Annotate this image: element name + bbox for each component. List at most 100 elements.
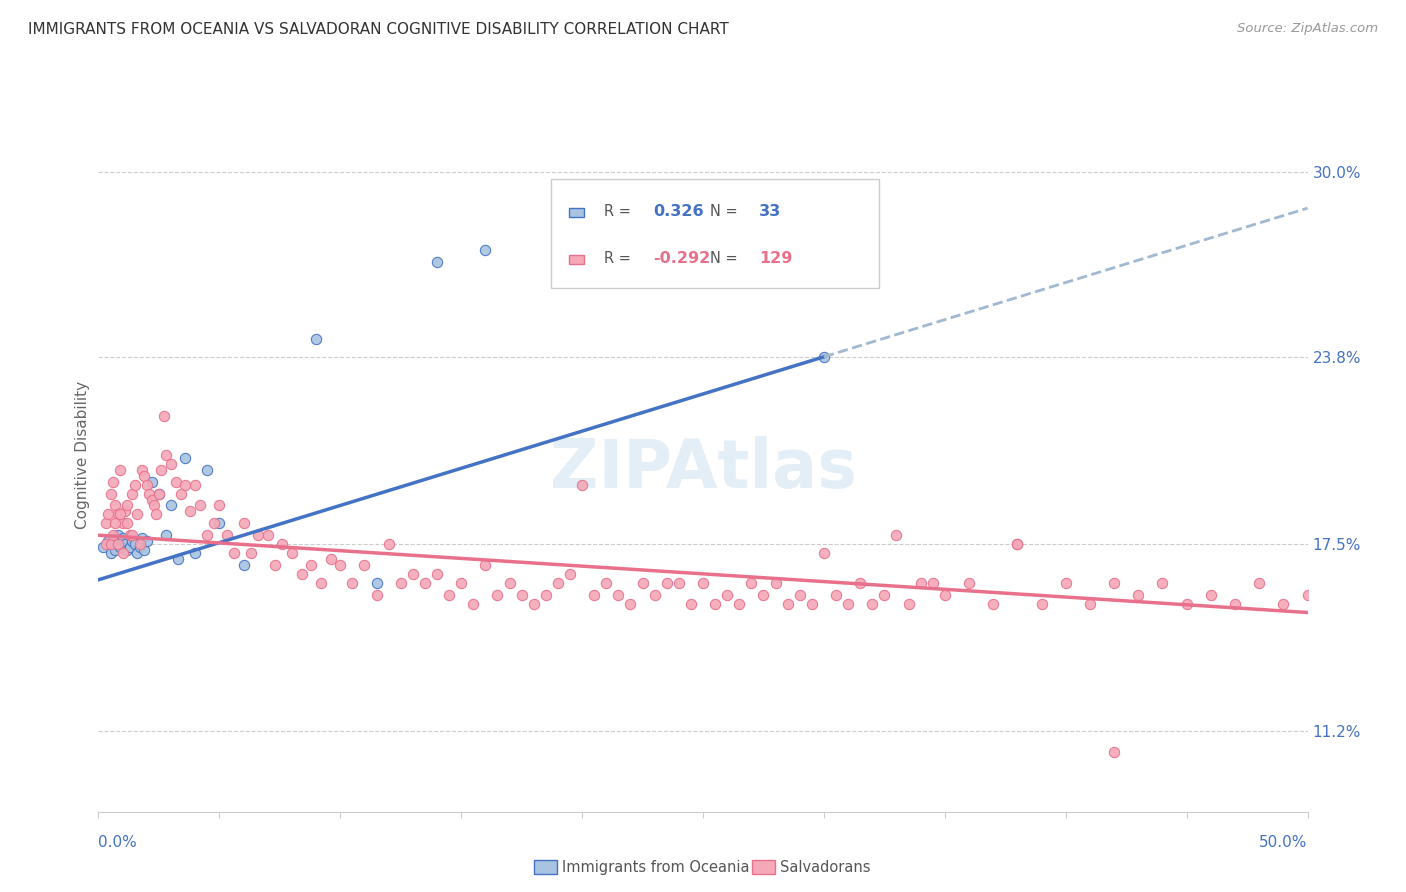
Point bbox=[155, 448, 177, 462]
Point bbox=[111, 531, 134, 545]
Point bbox=[789, 588, 811, 602]
Point bbox=[169, 486, 191, 500]
Point bbox=[426, 566, 449, 581]
Point bbox=[271, 537, 294, 551]
Point bbox=[329, 558, 352, 572]
Text: Source: ZipAtlas.com: Source: ZipAtlas.com bbox=[1237, 22, 1378, 36]
Point bbox=[131, 463, 153, 477]
Point bbox=[111, 516, 134, 531]
Point bbox=[1102, 575, 1125, 590]
Point bbox=[1007, 537, 1029, 551]
Point bbox=[100, 546, 122, 560]
Point bbox=[910, 575, 932, 590]
Point bbox=[160, 457, 183, 471]
Text: 50.0%: 50.0% bbox=[1260, 836, 1308, 850]
Point bbox=[97, 508, 120, 522]
Text: 0.0%: 0.0% bbox=[98, 836, 138, 850]
Text: Salvadorans: Salvadorans bbox=[780, 860, 870, 874]
Text: ZIPAtlas: ZIPAtlas bbox=[550, 436, 856, 502]
Text: IMMIGRANTS FROM OCEANIA VS SALVADORAN COGNITIVE DISABILITY CORRELATION CHART: IMMIGRANTS FROM OCEANIA VS SALVADORAN CO… bbox=[28, 22, 728, 37]
Point bbox=[1199, 588, 1222, 602]
Point bbox=[155, 528, 177, 542]
Point bbox=[131, 531, 153, 545]
Point bbox=[148, 486, 170, 500]
Point bbox=[498, 575, 520, 590]
Point bbox=[1152, 575, 1174, 590]
Point bbox=[299, 558, 322, 572]
Point bbox=[152, 409, 174, 424]
Point bbox=[1272, 597, 1295, 611]
Point bbox=[121, 486, 143, 500]
Point bbox=[377, 537, 399, 551]
Point bbox=[195, 463, 218, 477]
Point bbox=[104, 516, 127, 531]
Point bbox=[716, 588, 738, 602]
Point bbox=[188, 499, 211, 513]
Point bbox=[679, 597, 702, 611]
Point bbox=[305, 332, 328, 346]
Point bbox=[319, 552, 342, 566]
Point bbox=[934, 588, 956, 602]
Point bbox=[204, 516, 226, 531]
Point bbox=[558, 566, 581, 581]
Text: N =: N = bbox=[710, 252, 737, 266]
Point bbox=[135, 534, 157, 549]
Point bbox=[571, 477, 593, 491]
Point bbox=[800, 597, 823, 611]
Point bbox=[256, 528, 278, 542]
Point bbox=[309, 575, 332, 590]
Point bbox=[124, 537, 146, 551]
Point bbox=[121, 534, 143, 549]
Point bbox=[232, 516, 254, 531]
Point bbox=[117, 499, 139, 513]
Point bbox=[1102, 745, 1125, 759]
Text: 0.326: 0.326 bbox=[654, 204, 704, 219]
Point bbox=[389, 575, 412, 590]
Point bbox=[692, 575, 714, 590]
Point bbox=[114, 537, 136, 551]
Point bbox=[849, 575, 872, 590]
Point bbox=[91, 540, 114, 554]
Point bbox=[143, 499, 166, 513]
Point bbox=[150, 463, 173, 477]
Point bbox=[101, 537, 124, 551]
Point bbox=[813, 546, 835, 560]
Text: 33: 33 bbox=[759, 204, 782, 219]
Point bbox=[232, 558, 254, 572]
Point bbox=[104, 543, 127, 558]
Point bbox=[118, 528, 141, 542]
Point bbox=[704, 597, 727, 611]
Point bbox=[740, 575, 762, 590]
Point bbox=[837, 597, 859, 611]
Point bbox=[1128, 588, 1150, 602]
Point bbox=[94, 537, 117, 551]
Point bbox=[127, 508, 149, 522]
Point bbox=[184, 477, 207, 491]
Point bbox=[195, 528, 218, 542]
Point bbox=[208, 499, 231, 513]
Point bbox=[1078, 597, 1101, 611]
Point bbox=[644, 588, 666, 602]
Point bbox=[108, 540, 131, 554]
Point bbox=[1249, 575, 1271, 590]
Point bbox=[981, 597, 1004, 611]
Point bbox=[167, 552, 190, 566]
Point bbox=[247, 528, 270, 542]
Point bbox=[366, 575, 388, 590]
Text: R =: R = bbox=[605, 204, 631, 219]
Point bbox=[619, 597, 641, 611]
Point bbox=[145, 508, 167, 522]
Text: -0.292: -0.292 bbox=[654, 252, 711, 266]
Point bbox=[825, 588, 848, 602]
Point bbox=[239, 546, 262, 560]
Point bbox=[101, 528, 124, 542]
Point bbox=[860, 597, 883, 611]
Point bbox=[124, 477, 146, 491]
Point bbox=[450, 575, 472, 590]
Point bbox=[534, 588, 557, 602]
Point bbox=[1007, 537, 1029, 551]
Point bbox=[281, 546, 304, 560]
Point bbox=[121, 528, 143, 542]
Point bbox=[97, 534, 120, 549]
Point bbox=[174, 450, 197, 465]
